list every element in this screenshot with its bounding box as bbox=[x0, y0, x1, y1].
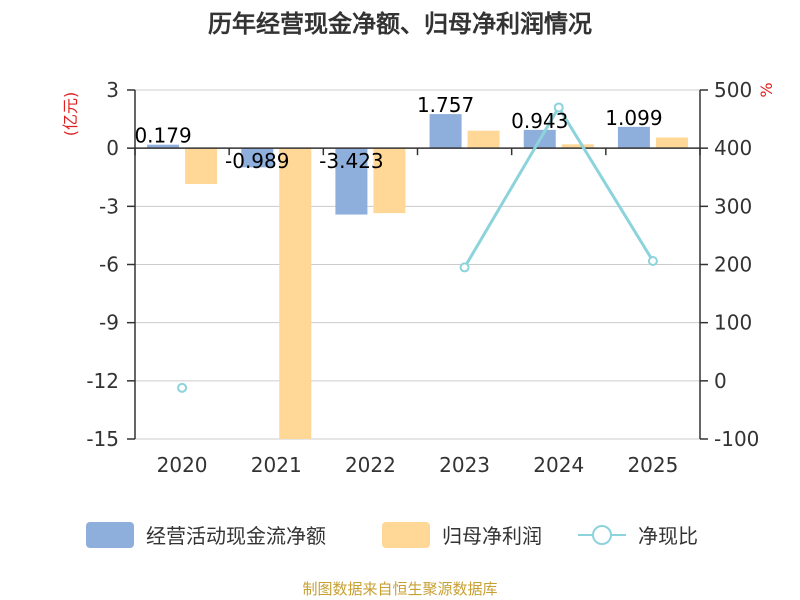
data-label-cashflow-2023: 1.757 bbox=[417, 93, 474, 117]
y-right-tick-label: 100 bbox=[714, 311, 752, 335]
ratio-line bbox=[177, 102, 658, 393]
data-label-cashflow-2021: -0.989 bbox=[225, 149, 289, 173]
chart-title: 历年经营现金净额、归母净利润情况 bbox=[208, 10, 592, 38]
x-tick-label: 2024 bbox=[533, 453, 584, 477]
y-left-tick-label: 3 bbox=[106, 78, 119, 102]
x-tick-label: 2025 bbox=[627, 453, 678, 477]
x-tick-label: 2022 bbox=[345, 453, 396, 477]
data-label-cashflow-2022: -3.423 bbox=[319, 149, 383, 173]
x-tick-label: 2021 bbox=[251, 453, 302, 477]
data-label-cashflow-2020: 0.179 bbox=[134, 124, 191, 148]
y-left-tick-label: -9 bbox=[99, 311, 119, 335]
legend-swatch-cashflow bbox=[86, 522, 134, 548]
legend-label-profit: 归母净利润 bbox=[442, 524, 542, 548]
bar-profit-2020 bbox=[185, 148, 218, 185]
data-labels: 0.179 -0.989 -3.423 1.757 0.943 1.099 bbox=[134, 93, 662, 173]
tick-labels: 3 0 -3 -6 -9 -12 -15 500 400 300 200 100 0 -100 2020 20… bbox=[86, 78, 759, 477]
y-left-tick-label: -12 bbox=[86, 369, 119, 393]
data-label-cashflow-2025: 1.099 bbox=[605, 106, 662, 130]
y-left-unit: (亿元) bbox=[61, 92, 80, 137]
y-right-tick-label: 500 bbox=[714, 78, 752, 102]
bar-profit-2023 bbox=[467, 130, 500, 149]
y-left-tick-label: -3 bbox=[99, 194, 119, 218]
data-source: 制图数据来自恒生聚源数据库 bbox=[302, 580, 497, 598]
axes bbox=[127, 89, 708, 440]
bar-cashflow-2020 bbox=[147, 144, 180, 149]
legend-label-cashflow: 经营活动现金流净额 bbox=[146, 524, 326, 548]
bar-cashflow-2022 bbox=[335, 148, 368, 215]
bar-profit-2021 bbox=[279, 148, 312, 439]
legend-swatch-profit bbox=[382, 522, 430, 548]
legend: 经营活动现金流净额 归母净利润 净现比 bbox=[86, 522, 698, 548]
ratio-point-2020 bbox=[177, 382, 188, 393]
legend-label-ratio: 净现比 bbox=[638, 524, 698, 548]
y-right-tick-label: 300 bbox=[714, 194, 752, 218]
y-right-tick-label: 400 bbox=[714, 136, 752, 160]
bar-cashflow-2025 bbox=[617, 126, 650, 149]
x-tick-label: 2023 bbox=[439, 453, 490, 477]
legend-marker-ratio bbox=[592, 525, 612, 545]
data-label-cashflow-2024: 0.943 bbox=[511, 109, 568, 133]
y-right-tick-label: -100 bbox=[714, 427, 759, 451]
bar-profit-2024 bbox=[561, 144, 594, 149]
bar-profit-2022 bbox=[373, 148, 406, 214]
y-right-unit: % bbox=[757, 82, 776, 97]
bar-cashflow-2023 bbox=[429, 114, 462, 149]
y-right-tick-label: 200 bbox=[714, 253, 752, 277]
grid-lines bbox=[135, 89, 700, 440]
bar-profit-2025 bbox=[655, 137, 688, 149]
y-left-tick-label: 0 bbox=[106, 136, 119, 160]
y-right-tick-label: 0 bbox=[714, 369, 727, 393]
y-left-tick-label: -6 bbox=[99, 253, 119, 277]
bars bbox=[147, 114, 688, 439]
bar-cashflow-2021 bbox=[241, 148, 274, 168]
ratio-point-2025 bbox=[647, 256, 658, 267]
ratio-point-2024 bbox=[553, 102, 564, 113]
ratio-point-2023 bbox=[459, 262, 470, 273]
y-left-tick-label: -15 bbox=[86, 427, 119, 451]
x-tick-label: 2020 bbox=[157, 453, 208, 477]
